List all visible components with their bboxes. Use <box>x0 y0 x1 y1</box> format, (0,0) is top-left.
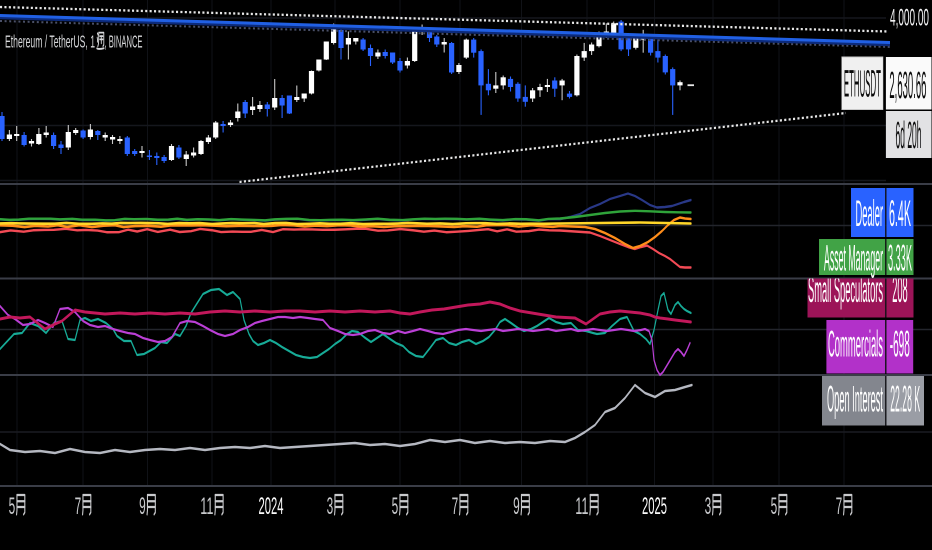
svg-text:2025: 2025 <box>642 494 667 521</box>
svg-text:7: 7 <box>836 494 843 521</box>
svg-text:Small Speculators: Small Speculators <box>808 270 883 310</box>
svg-text:5: 5 <box>392 494 399 521</box>
svg-text:11: 11 <box>575 494 588 521</box>
svg-text:6d 20h: 6d 20h <box>896 115 922 157</box>
svg-text:11: 11 <box>200 494 213 521</box>
svg-text:6.4K: 6.4K <box>889 194 911 234</box>
svg-text:208: 208 <box>892 270 908 310</box>
svg-text:3: 3 <box>327 494 334 521</box>
svg-text:9: 9 <box>139 494 146 521</box>
svg-text:, BINANCE: , BINANCE <box>105 32 143 51</box>
svg-text:5: 5 <box>771 494 778 521</box>
svg-text:2024: 2024 <box>258 494 283 521</box>
svg-text:2,630.66: 2,630.66 <box>889 65 926 107</box>
svg-text:Dealer: Dealer <box>856 194 884 234</box>
svg-text:7: 7 <box>452 494 459 521</box>
svg-text:7: 7 <box>75 494 82 521</box>
svg-text:Open Interest: Open Interest <box>827 380 883 420</box>
svg-text:3.33K: 3.33K <box>888 239 912 279</box>
svg-text:ETHUSDT: ETHUSDT <box>844 64 881 106</box>
svg-text:9: 9 <box>513 494 520 521</box>
svg-text:4,000.00: 4,000.00 <box>890 5 929 32</box>
svg-text:5: 5 <box>9 494 16 521</box>
svg-text:22.28 K: 22.28 K <box>890 380 920 420</box>
svg-text:-698: -698 <box>890 325 910 365</box>
svg-text:3: 3 <box>705 494 712 521</box>
svg-text:Ethereum / TetherUS, 1: Ethereum / TetherUS, 1 <box>5 32 95 51</box>
svg-text:Commercials: Commercials <box>828 325 883 365</box>
svg-text:Asset Manager: Asset Manager <box>824 239 883 279</box>
